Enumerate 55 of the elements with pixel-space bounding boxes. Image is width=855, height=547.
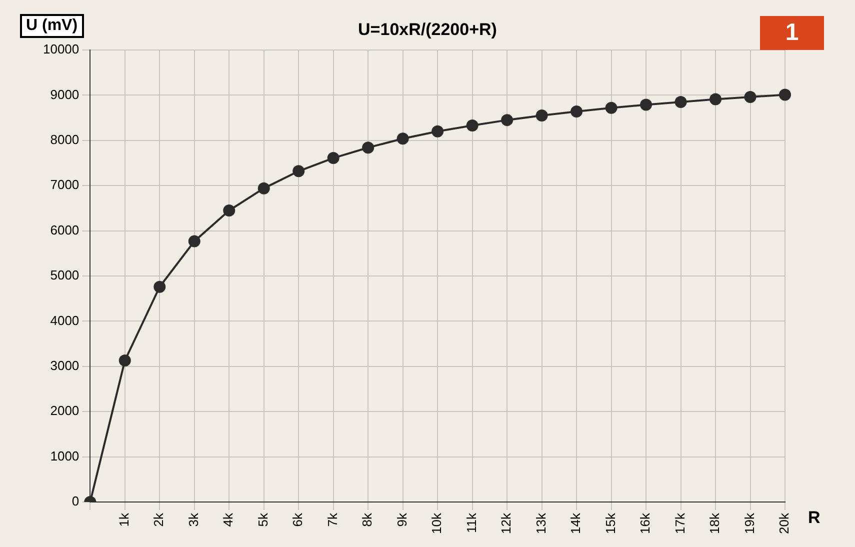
- x-tick-label: 12k: [498, 512, 514, 534]
- point: [501, 114, 514, 126]
- x-tick-label: 14k: [568, 512, 584, 534]
- x-tick-label: 8k: [360, 512, 375, 527]
- y-tick-label: 0: [72, 494, 80, 509]
- point: [362, 142, 374, 154]
- x-tick-label: 10k: [429, 512, 444, 534]
- point: [744, 91, 756, 104]
- y-tick-label: 7000: [50, 177, 80, 192]
- x-tick-label: 6k: [290, 512, 306, 527]
- x-tick-label: 4k: [220, 512, 236, 527]
- x-tick-label: 1k: [116, 512, 132, 527]
- x-tick-label: 2k: [151, 512, 166, 527]
- y-tick-label: 1000: [50, 448, 80, 464]
- y-tick-label: 3000: [50, 358, 80, 374]
- point: [154, 280, 166, 293]
- x-tick-label: 7k: [324, 512, 340, 527]
- point: [640, 98, 652, 111]
- y-axis-title: U (mV): [20, 14, 84, 38]
- point: [536, 110, 548, 122]
- x-axis-title: R: [808, 508, 820, 528]
- y-tick-label: 8000: [50, 132, 80, 147]
- x-tick-label: 19k: [742, 512, 757, 534]
- x-tick-label: 9k: [394, 512, 410, 527]
- point: [605, 102, 618, 114]
- point: [223, 204, 236, 216]
- x-tick-label: 16k: [638, 512, 653, 534]
- y-tick-label: 10000: [42, 42, 80, 57]
- y-tick-label: 9000: [50, 86, 80, 102]
- point: [258, 182, 270, 194]
- x-tick-label: 3k: [186, 512, 201, 527]
- x-tick-label: 17k: [672, 512, 688, 534]
- text: 1: [760, 16, 824, 50]
- x-tick-label: 20k: [776, 512, 792, 534]
- y-tick-label: 4000: [50, 312, 80, 328]
- x-tick-label: 13k: [533, 512, 548, 534]
- point: [118, 354, 131, 367]
- x-tick-label: 11k: [464, 512, 479, 534]
- y-tick-label: 5000: [50, 268, 80, 283]
- x-tick-label: 5k: [255, 512, 270, 527]
- x-tick-label: 18k: [707, 512, 722, 534]
- point: [779, 88, 791, 101]
- point: [188, 235, 200, 248]
- point: [674, 96, 687, 108]
- y-tick-label: 6000: [50, 222, 80, 238]
- point: [466, 119, 478, 132]
- point: [432, 125, 444, 138]
- y-tick-label: 2000: [50, 403, 80, 418]
- point: [570, 105, 583, 118]
- point: [327, 152, 340, 164]
- x-tick-label: 15k: [602, 512, 618, 534]
- point: [396, 132, 409, 145]
- point: [292, 165, 305, 178]
- point: [710, 93, 722, 106]
- chart-title: U=10xR/(2200+R): [358, 20, 497, 39]
